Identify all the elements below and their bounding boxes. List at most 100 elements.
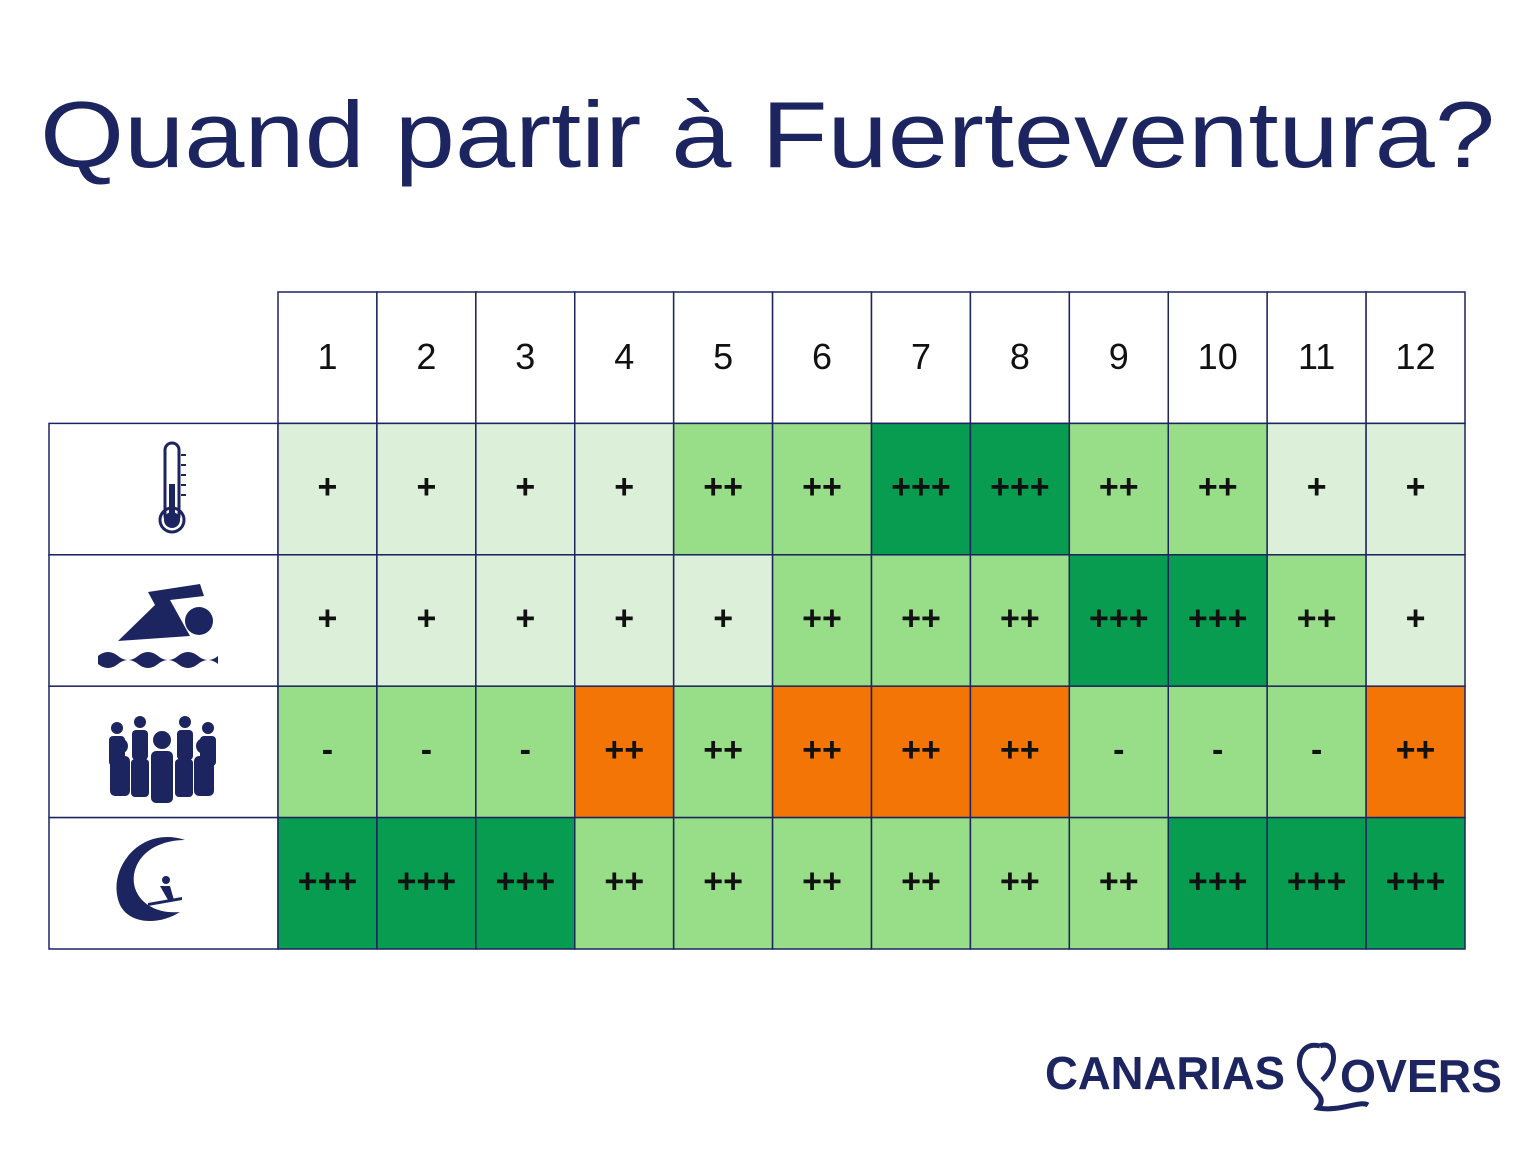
rating-text: +++ [397,862,457,900]
rating-text: +++ [1188,862,1248,900]
rating-cell [475,554,576,687]
rating-cell [1167,422,1268,556]
month-label: 8 [1010,336,1030,377]
rating-text: ++ [604,862,644,900]
rating-cell [376,685,477,819]
rating-cell [1068,816,1170,950]
table: 1 2 3 4 5 6 7 8 9 10 11 12+ + + + ++ ++ +++ +++ ++ ++ + ++ + + + +… [48,291,1466,950]
rating-text: ++ [802,599,842,637]
rating-cell [1365,816,1466,950]
logo-text: OVERS [1340,1050,1502,1102]
rating-cell [969,422,1071,556]
rating-cell [1266,422,1367,556]
surf-icon [116,837,185,922]
rating-text: + [1307,468,1327,506]
rating-cell [1167,816,1268,950]
rating-text: ++ [1000,862,1040,900]
rating-text: + [1406,468,1426,506]
rating-text: ++ [802,468,842,506]
rating-cell [1266,685,1367,819]
logo-heart [1319,1042,1336,1082]
rating-text: +++ [1188,599,1248,637]
header-cell [1266,291,1367,425]
rating-cell [969,554,1071,687]
rating-text: - [421,731,432,769]
rating-text: ++ [703,862,743,900]
rating-text: ++ [1198,468,1238,506]
rating-text: +++ [496,862,556,900]
rating-cell [376,422,477,556]
rating-cell [1266,554,1367,687]
rating-text: ++ [901,599,941,637]
crowd-icon [109,716,216,803]
month-label: 6 [812,336,832,377]
rating-cell [277,816,378,950]
rating-text: + [318,599,338,637]
rating-text: - [322,731,333,769]
rating-cell [475,816,576,950]
rating-cell [376,816,477,950]
rating-text: + [515,599,535,637]
rating-cell [475,685,576,819]
month-label: 2 [416,336,436,377]
rating-cell [771,816,873,950]
header-cell [870,291,972,425]
month-label: 10 [1198,336,1238,377]
month-label: 11 [1298,336,1335,377]
logo-heart [1297,1042,1370,1112]
rating-cell [277,554,378,687]
rating-text: ++ [1099,468,1139,506]
rating-cell [1068,554,1170,687]
rating-text: ++ [604,731,644,769]
rating-text: ++ [1297,599,1337,637]
header-cell [277,291,378,425]
rating-cell [870,685,972,819]
header-cell [1068,291,1170,425]
rating-text: +++ [1386,862,1446,900]
rating-text: - [1311,731,1322,769]
rating-cell [870,422,972,556]
rating-text: + [416,468,436,506]
month-label: 1 [317,336,337,377]
month-label: 7 [911,336,931,377]
rating-text: - [1113,731,1124,769]
rating-cell [771,422,873,556]
rating-cell [1167,554,1268,687]
title: Quand partir à Fuerteventura? [40,82,1495,187]
rating-text: +++ [990,468,1050,506]
rating-text: - [520,731,531,769]
rating-cell [1068,685,1170,819]
rating-text: ++ [901,862,941,900]
rating-cell [574,816,675,950]
rating-text: ++ [901,731,941,769]
header-cell [1365,291,1466,425]
rating-text: + [416,599,436,637]
header-cell [475,291,576,425]
header-cell [969,291,1071,425]
rating-text: ++ [703,731,743,769]
month-label: 9 [1109,336,1129,377]
rating-cell [475,422,576,556]
rating-cell [1365,685,1466,819]
rating-text: +++ [1089,599,1149,637]
rating-cell [1266,816,1367,950]
rating-text: ++ [1000,599,1040,637]
rating-cell [672,422,774,556]
rating-text: +++ [298,862,358,900]
rating-text: + [614,599,634,637]
month-label: 3 [515,336,535,377]
logo: CANARIAS OVERS [1045,1042,1502,1112]
icons [98,441,218,922]
thermometer-icon [158,441,186,534]
swimmer-icon [98,584,218,668]
rating-text: ++ [1396,731,1436,769]
rating-text: ++ [1099,862,1139,900]
rating-text: + [713,599,733,637]
rating-text: ++ [1000,731,1040,769]
rating-text: + [515,468,535,506]
rating-text: ++ [802,862,842,900]
rating-cell [771,685,873,819]
rating-text: +++ [1287,862,1347,900]
rating-text: + [614,468,634,506]
